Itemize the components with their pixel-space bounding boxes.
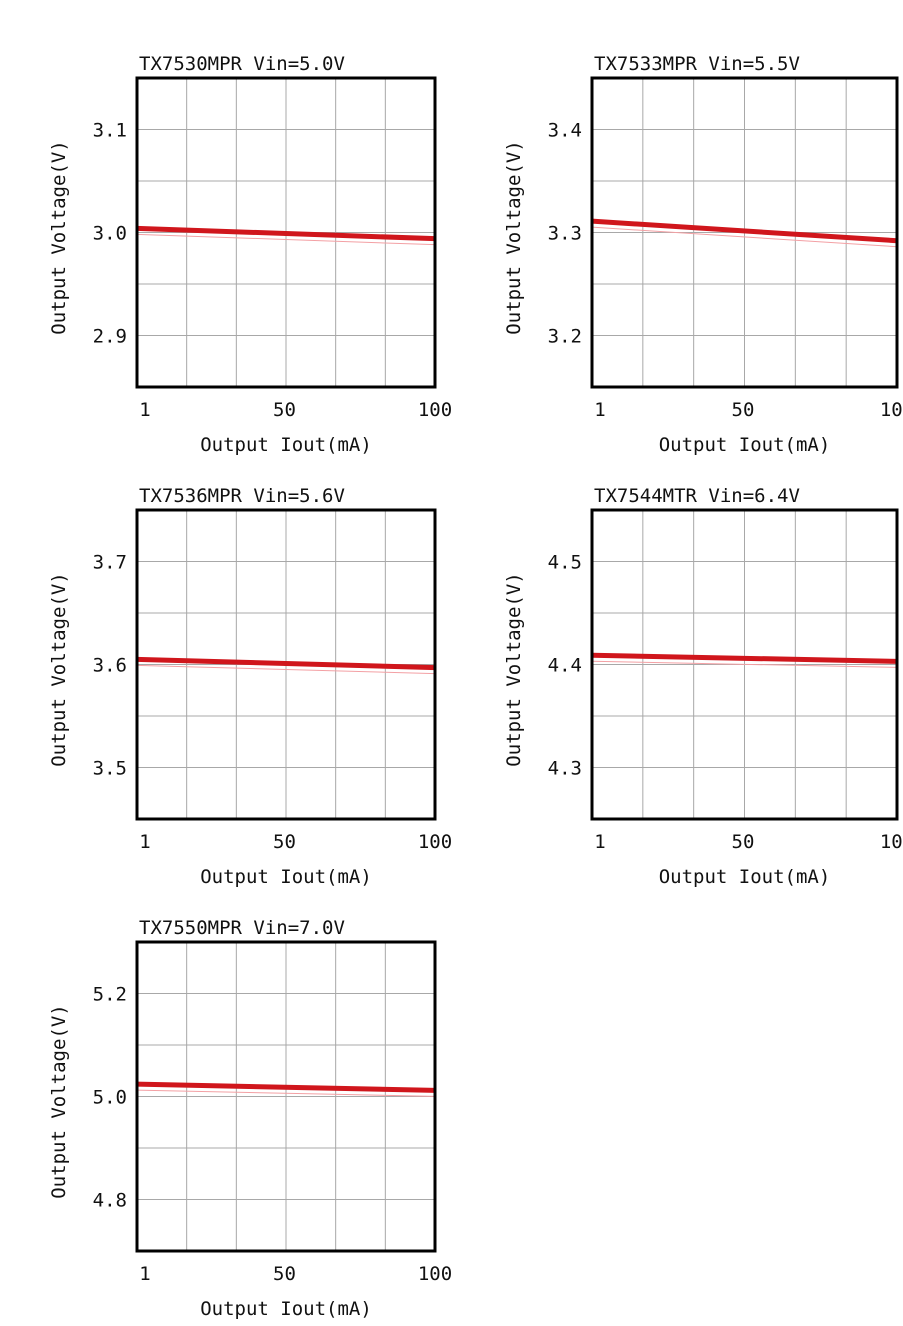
chart-5: TX7550MPR Vin=7.0V 4.8 5.0 5.2 1 50 100 Output …: [48, 917, 452, 1320]
chart-title: TX7530MPR Vin=5.0V: [139, 53, 345, 75]
chart-title: TX7544MTR Vin=6.4V: [594, 485, 800, 507]
x-tick-label: 1: [139, 399, 150, 421]
series-line: [136, 225, 436, 242]
x-tick-label: 50: [732, 399, 755, 421]
x-tick-label: 100: [880, 831, 903, 853]
series-shadow-line: [136, 664, 436, 675]
series-shadow-line: [136, 1089, 436, 1097]
y-tick-label: 2.9: [93, 326, 127, 348]
y-tick-label: 3.7: [93, 552, 127, 574]
y-tick-label: 4.5: [548, 552, 582, 574]
series-shadow-line: [136, 233, 436, 246]
x-tick-label: 50: [273, 399, 296, 421]
plot-frame: [135, 508, 437, 821]
x-tick-label: 50: [732, 831, 755, 853]
y-tick-label: 3.1: [93, 120, 127, 142]
y-tick-label: 3.0: [93, 223, 127, 245]
series-line: [136, 656, 436, 671]
x-axis-label: Output Iout(mA): [659, 866, 831, 888]
series-line: [136, 1081, 436, 1093]
x-axis-label: Output Iout(mA): [200, 434, 372, 456]
x-tick-label: 100: [418, 399, 452, 421]
y-axis-label: Output Voltage(V): [503, 572, 525, 766]
plot-frame: [135, 940, 437, 1253]
y-axis-label: Output Voltage(V): [48, 572, 70, 766]
series-line: [591, 652, 898, 664]
plot-frame: [590, 76, 899, 389]
x-tick-label: 100: [418, 831, 452, 853]
y-tick-label: 5.0: [93, 1087, 127, 1109]
series-shadow-line: [591, 660, 898, 668]
x-tick-label: 100: [418, 1263, 452, 1285]
x-tick-label: 1: [139, 1263, 150, 1285]
x-axis-label: Output Iout(mA): [200, 866, 372, 888]
chart-title: TX7550MPR Vin=7.0V: [139, 917, 345, 939]
chart-3: TX7536MPR Vin=5.6V 3.5 3.6 3.7 1 50 100 Output …: [48, 485, 452, 888]
x-tick-label: 1: [594, 831, 605, 853]
x-axis-label: Output Iout(mA): [659, 434, 831, 456]
plot-frame: [135, 76, 437, 389]
y-tick-label: 3.6: [93, 655, 127, 677]
y-tick-label: 4.4: [548, 655, 582, 677]
x-axis-label: Output Iout(mA): [200, 1298, 372, 1320]
x-tick-label: 1: [139, 831, 150, 853]
y-tick-label: 3.3: [548, 223, 582, 245]
y-tick-label: 3.5: [93, 758, 127, 780]
series-shadow-line: [591, 226, 898, 248]
y-axis-label: Output Voltage(V): [48, 140, 70, 334]
chart-title: TX7536MPR Vin=5.6V: [139, 485, 345, 507]
y-tick-label: 4.3: [548, 758, 582, 780]
chart-1: TX7530MPR Vin=5.0V 2.9 3.0 3.1 1 50 100 Output …: [48, 53, 452, 456]
x-tick-label: 50: [273, 1263, 296, 1285]
chart-4: TX7544MTR Vin=6.4V 4.3 4.4 4.5 1 50 100 Output …: [503, 485, 903, 888]
x-tick-label: 50: [273, 831, 296, 853]
y-tick-label: 4.8: [93, 1190, 127, 1212]
series-line: [591, 218, 898, 244]
y-tick-label: 3.2: [548, 326, 582, 348]
plot-frame: [590, 508, 899, 821]
x-tick-label: 100: [880, 399, 903, 421]
chart-2: TX7533MPR Vin=5.5V 3.2 3.3 3.4 1 50 100 Output …: [503, 53, 903, 456]
chart-title: TX7533MPR Vin=5.5V: [594, 53, 800, 75]
y-axis-label: Output Voltage(V): [48, 1004, 70, 1198]
y-axis-label: Output Voltage(V): [503, 140, 525, 334]
x-tick-label: 1: [594, 399, 605, 421]
y-tick-label: 5.2: [93, 984, 127, 1006]
y-tick-label: 3.4: [548, 120, 582, 142]
